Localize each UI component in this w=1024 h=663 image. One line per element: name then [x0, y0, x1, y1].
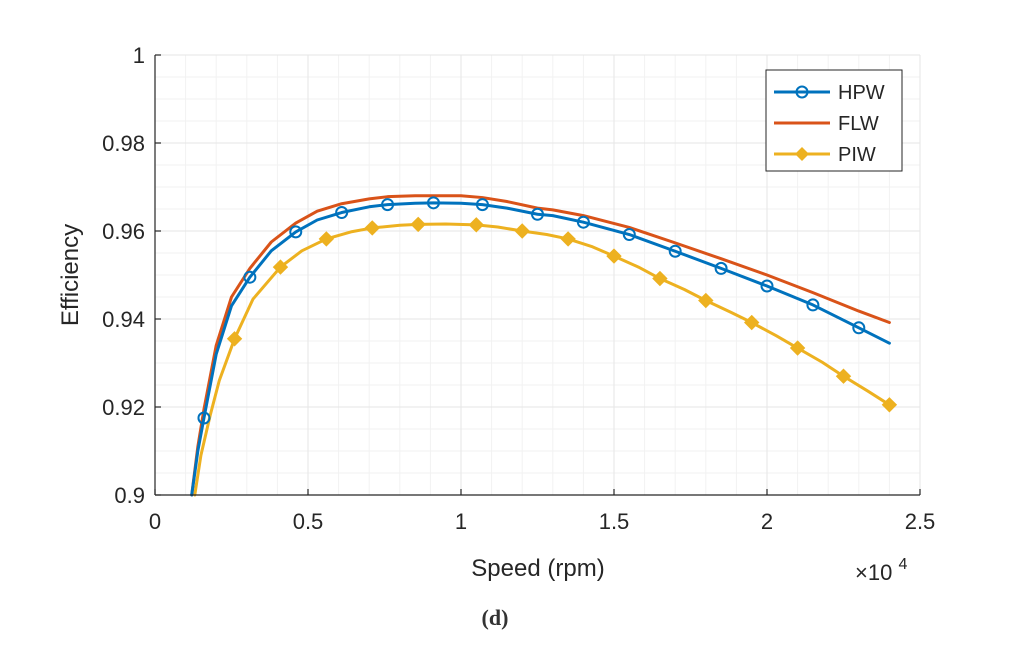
legend-label-hpw: HPW: [838, 82, 885, 104]
x-tick-label: 1: [455, 509, 467, 534]
hpw-marker: [714, 261, 728, 275]
axes: [154, 54, 921, 496]
y-tick-label: 0.92: [102, 395, 145, 420]
piw-marker: [410, 216, 426, 233]
piw-marker: [272, 259, 289, 275]
x-exponent-label: ×10 4: [855, 556, 907, 585]
piw-marker: [468, 217, 485, 233]
piw-marker: [226, 331, 243, 347]
piw-marker: [698, 292, 714, 309]
hpw-marker: [243, 270, 257, 284]
piw-marker: [835, 368, 852, 384]
hpw-marker: [576, 215, 590, 229]
piw-marker: [652, 270, 668, 287]
y-axis-label: Efficiency: [57, 224, 84, 326]
figure-caption: (d): [482, 605, 509, 630]
x-tick-label: 2.5: [905, 509, 936, 534]
x-exponent-base: ×10: [855, 560, 892, 585]
series-markers: [197, 196, 898, 425]
piw-marker: [514, 223, 530, 239]
hpw-marker: [335, 206, 349, 220]
y-tick-label: 0.94: [102, 307, 145, 332]
y-tick-label: 0.96: [102, 219, 145, 244]
legend-marker-piw: [795, 147, 809, 161]
x-axis-label: Speed (rpm): [471, 555, 604, 582]
hpw-marker: [381, 198, 395, 212]
x-exponent-power: 4: [898, 556, 907, 573]
hpw-marker: [806, 298, 820, 312]
legend: HPW FLW PIW: [765, 69, 903, 172]
tick-labels: 0 0.5 1 1.5 2 2.5 0.9 0.92 0.94 0.96 0.98 1: [102, 43, 935, 534]
piw-marker: [560, 231, 576, 247]
x-tick-label: 2: [761, 509, 773, 534]
legend-label-flw: FLW: [838, 113, 879, 135]
x-tick-label: 1.5: [599, 509, 630, 534]
y-tick-label: 0.98: [102, 131, 145, 156]
piw-marker: [881, 397, 898, 413]
hpw-marker: [475, 198, 489, 212]
legend-marker-hpw: [795, 85, 809, 99]
x-tick-label: 0.5: [293, 509, 324, 534]
x-tick-label: 0: [149, 509, 161, 534]
hpw-marker: [668, 244, 682, 258]
piw-marker: [743, 314, 760, 331]
hpw-marker: [531, 207, 544, 221]
series-line-flw: [190, 194, 891, 497]
hpw-marker: [289, 225, 303, 239]
y-tick-label: 0.9: [114, 483, 145, 508]
hpw-marker: [852, 321, 866, 335]
piw-marker: [789, 340, 806, 356]
hpw-marker: [426, 196, 440, 210]
series-line-hpw: [190, 201, 891, 497]
y-tick-label: 1: [133, 43, 145, 68]
piw-marker: [318, 231, 335, 247]
legend-label-piw: PIW: [838, 144, 876, 166]
hpw-marker: [197, 411, 211, 425]
piw-marker: [364, 220, 380, 236]
hpw-marker: [760, 279, 774, 293]
hpw-marker: [622, 228, 636, 242]
piw-marker: [606, 248, 622, 264]
